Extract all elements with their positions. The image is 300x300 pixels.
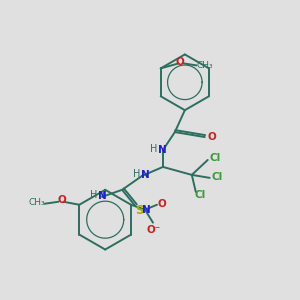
Text: Cl: Cl [209, 153, 220, 163]
Text: Cl: Cl [211, 172, 222, 182]
Text: H: H [134, 169, 141, 179]
Text: N: N [98, 191, 106, 201]
Text: O: O [57, 195, 66, 205]
Text: N: N [141, 170, 149, 180]
Text: O: O [207, 132, 216, 142]
Text: O⁻: O⁻ [147, 225, 161, 235]
Text: S: S [135, 204, 143, 217]
Text: N: N [158, 145, 166, 155]
Text: CH₃: CH₃ [28, 198, 45, 207]
Text: O: O [158, 199, 166, 209]
Text: H: H [150, 144, 158, 154]
Text: CH₃: CH₃ [196, 61, 213, 70]
Text: O: O [175, 57, 184, 68]
Text: Cl: Cl [194, 190, 206, 200]
Text: H: H [90, 190, 97, 200]
Text: N: N [142, 205, 150, 215]
